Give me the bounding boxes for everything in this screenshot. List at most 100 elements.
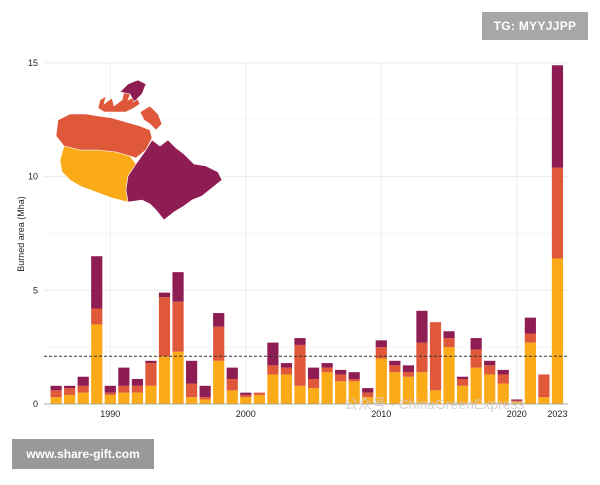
bar-segment-middle-2005 — [307, 378, 320, 389]
bar-segment-top-2003 — [280, 363, 293, 368]
bar-segment-bottom-2019 — [497, 383, 509, 404]
bar-segment-bottom-1992 — [131, 392, 143, 404]
bar-segment-middle-2011 — [389, 365, 401, 373]
bar-segment-middle-2007 — [335, 374, 347, 382]
bar-segment-middle-2023 — [551, 167, 564, 259]
bar-segment-top-2000 — [240, 392, 252, 395]
bar-segment-bottom-1993 — [145, 385, 157, 404]
bar-segment-top-2012 — [402, 365, 414, 373]
bar-segment-bottom-2016 — [457, 385, 469, 404]
bar-segment-bottom-2010 — [375, 358, 387, 404]
map-region-baffin — [139, 105, 163, 131]
bar-segment-middle-2022 — [538, 374, 550, 398]
bar-segment-middle-1993 — [145, 363, 157, 386]
bar-segment-middle-2018 — [484, 365, 496, 375]
bar-segment-top-2009 — [362, 388, 374, 393]
bar-segment-bottom-2009 — [362, 397, 374, 404]
bar-segment-bottom-2002 — [267, 374, 279, 404]
bar-segment-middle-1989 — [91, 308, 103, 325]
bar-segment-bottom-1991 — [118, 392, 130, 404]
watermark-site: www.share-gift.com — [12, 439, 154, 469]
bar-segment-middle-2009 — [362, 392, 374, 398]
bar-segment-middle-2016 — [457, 378, 469, 386]
bar-segment-top-1990 — [104, 385, 116, 393]
bar-segment-middle-1997 — [199, 397, 211, 400]
x-tick-label: 2023 — [547, 409, 567, 419]
bar-segment-top-1995 — [172, 272, 184, 302]
bar-segment-top-2015 — [443, 331, 455, 339]
bar-segment-bottom-2014 — [429, 390, 442, 404]
watermark-overlay: 公众号 · ChinaGreenExpress — [344, 396, 525, 412]
bar-segment-middle-1988 — [77, 385, 89, 393]
bar-segment-bottom-2005 — [307, 388, 320, 404]
bar-segment-middle-1986 — [50, 390, 62, 398]
bar-segment-bottom-1987 — [64, 394, 76, 404]
bar-segment-top-1992 — [131, 378, 143, 386]
bar-segment-top-1998 — [213, 313, 225, 327]
bar-segment-top-2020 — [511, 399, 523, 401]
y-axis-label: Burned area (Mha) — [16, 196, 26, 272]
bar-segment-middle-1998 — [213, 326, 225, 361]
bar-segment-bottom-1995 — [172, 351, 184, 404]
bar-segment-middle-2006 — [321, 367, 333, 373]
bar-segment-bottom-2000 — [240, 397, 252, 404]
bar-segment-bottom-1988 — [77, 392, 89, 404]
bar-segment-bottom-2003 — [280, 374, 293, 404]
bar-segment-middle-1987 — [64, 388, 76, 395]
x-tick-label: 1990 — [100, 409, 120, 419]
map-region-east — [125, 139, 223, 221]
y-tick-label: 10 — [28, 172, 38, 182]
bar-segment-top-2007 — [335, 369, 347, 375]
bar-segment-middle-1990 — [104, 392, 116, 395]
bar-segment-middle-2002 — [267, 365, 279, 375]
bar-segment-bottom-1996 — [186, 397, 198, 404]
y-tick-label: 15 — [28, 58, 38, 68]
map-region-ellesmere — [119, 79, 147, 103]
bar-segment-bottom-2013 — [416, 372, 428, 404]
bar-segment-middle-2000 — [240, 394, 252, 398]
bar-segment-top-1986 — [50, 385, 62, 391]
bar-segment-top-2016 — [457, 376, 469, 379]
bar-segment-top-2006 — [321, 363, 333, 368]
bar-segment-top-2008 — [348, 372, 360, 379]
bar-segment-middle-2020 — [511, 400, 523, 402]
bar-segment-top-2002 — [267, 342, 279, 366]
bar-segment-top-1997 — [199, 385, 211, 398]
bar-segment-bottom-2022 — [538, 397, 550, 404]
y-tick-label: 5 — [33, 285, 38, 295]
bar-segment-middle-2008 — [348, 378, 360, 382]
map-region-arctic-islands — [97, 89, 141, 113]
bar-segment-bottom-2023 — [551, 258, 564, 404]
bar-segment-bottom-2012 — [402, 376, 414, 404]
bar-segment-middle-1996 — [186, 383, 198, 398]
bar-segment-bottom-2015 — [443, 347, 455, 404]
reference-line — [44, 355, 568, 405]
grid — [44, 62, 568, 405]
bar-segment-middle-2021 — [524, 333, 536, 343]
watermark-tg: TG: MYYJJPP — [482, 12, 588, 40]
bar-segment-middle-1991 — [118, 385, 130, 393]
bar-segment-top-2004 — [294, 338, 306, 345]
bar-segment-bottom-2018 — [484, 374, 496, 404]
bar-segment-top-1999 — [226, 367, 238, 379]
bar-segment-top-2017 — [470, 338, 482, 350]
bar-segment-bottom-2020 — [511, 401, 523, 404]
bar-segment-bottom-1989 — [91, 324, 103, 404]
bar-segment-top-1987 — [64, 385, 76, 389]
bar-segment-middle-1994 — [158, 297, 171, 357]
bar-segment-middle-2015 — [443, 338, 455, 348]
bar-segment-middle-2017 — [470, 349, 482, 368]
bar-segment-middle-1995 — [172, 301, 184, 352]
x-tick-label: 2000 — [236, 409, 256, 419]
x-axis-ticks: 1990 2000 2010 2020 2023 — [100, 409, 567, 419]
x-tick-label: 2020 — [507, 409, 527, 419]
bar-segment-middle-2003 — [280, 367, 293, 375]
bar-segment-bottom-2017 — [470, 367, 482, 404]
bar-segment-bottom-1997 — [199, 399, 211, 404]
bar-segment-middle-2001 — [253, 392, 265, 395]
bar-segment-top-2021 — [524, 317, 536, 334]
map-region-north — [55, 113, 153, 159]
bar-segment-top-2010 — [375, 340, 387, 348]
bar-segment-bottom-2007 — [335, 381, 347, 404]
